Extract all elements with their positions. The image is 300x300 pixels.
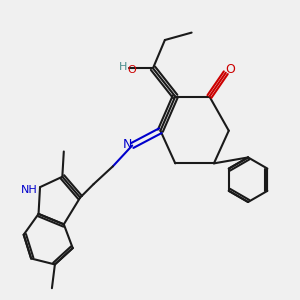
Text: O: O	[127, 65, 136, 75]
Text: N: N	[123, 138, 132, 151]
Text: O: O	[225, 63, 235, 76]
Text: H: H	[118, 62, 127, 72]
Text: NH: NH	[21, 185, 38, 195]
